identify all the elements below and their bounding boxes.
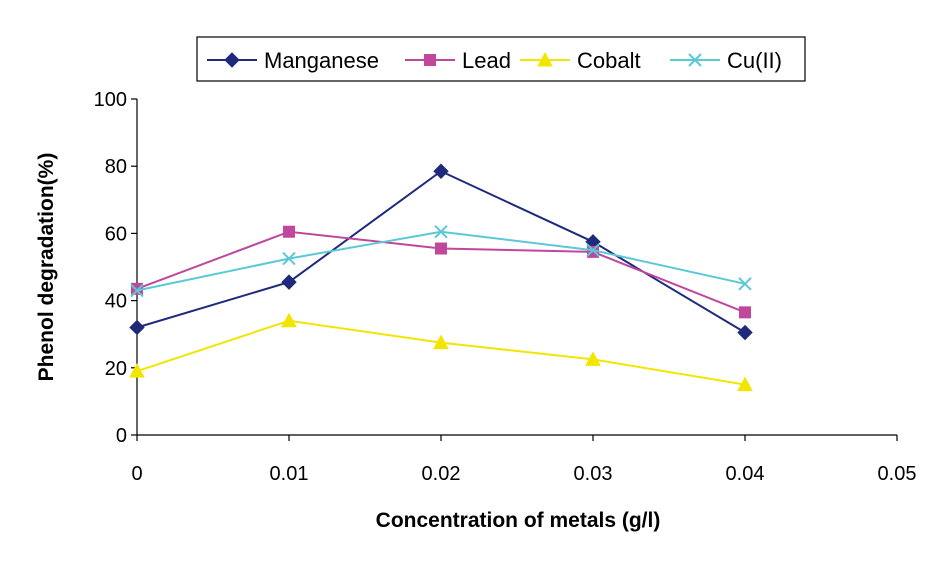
x-axis-title: Concentration of metals (g/l) — [376, 509, 661, 532]
legend-marker — [688, 53, 702, 67]
axes: 0 20 40 60 80 100 0 0.01 0.02 0.03 0.04 0.05 — [94, 89, 917, 485]
data-point-cobalt — [129, 363, 145, 378]
x-tick-label: 0.02 — [422, 463, 461, 485]
data-point-cobalt — [737, 376, 753, 392]
legend-label: Cobalt — [577, 48, 641, 73]
legend-marker — [224, 52, 240, 68]
y-tick-label: 40 — [105, 291, 127, 313]
x-tick-label: 0 — [131, 463, 142, 485]
y-tick-label: 80 — [105, 156, 127, 178]
data-point-cobalt — [585, 351, 601, 366]
data-point-cobalt — [433, 334, 449, 350]
data-point-manganese — [737, 324, 753, 341]
data-point-lead — [283, 225, 295, 238]
x-tick-label: 0.04 — [726, 463, 765, 485]
series-line-cobalt — [136, 319, 746, 386]
y-axis-title: Phenol degradation(%) — [35, 153, 58, 382]
legend-item-cu-ii: Cu(II) — [670, 48, 782, 73]
legend-marker — [424, 54, 436, 66]
legend-marker — [537, 51, 553, 67]
y-tick-label: 60 — [105, 223, 127, 245]
legend: Manganese Lead Cobalt Cu(II) — [196, 36, 806, 82]
series-cu-ii — [130, 225, 752, 298]
data-point-manganese — [129, 319, 145, 336]
series-layer — [129, 163, 753, 392]
data-point-cobalt — [281, 312, 297, 328]
series-cobalt — [129, 312, 753, 392]
data-point-manganese — [281, 274, 297, 290]
data-point-cu-ii — [434, 225, 448, 239]
legend-label: Cu(II) — [727, 48, 782, 73]
y-tick-label: 100 — [94, 89, 127, 111]
data-point-lead — [739, 306, 751, 319]
legend-item-manganese: Manganese — [207, 48, 379, 73]
y-tick-label: 20 — [105, 358, 127, 380]
data-point-cu-ii — [738, 277, 752, 291]
data-point-cu-ii — [586, 243, 600, 257]
x-tick-label: 0.01 — [270, 463, 309, 485]
x-tick-label: 0.05 — [878, 463, 917, 485]
legend-label: Manganese — [264, 48, 379, 73]
data-point-lead — [435, 242, 447, 255]
data-point-cu-ii — [130, 283, 144, 298]
y-tick-label: 0 — [116, 425, 127, 447]
series-lead — [131, 225, 751, 319]
legend-label: Lead — [462, 48, 511, 73]
legend-item-lead: Lead — [405, 48, 511, 73]
legend-item-cobalt: Cobalt — [520, 48, 641, 73]
x-tick-label: 0.03 — [574, 463, 613, 485]
data-point-cu-ii — [282, 251, 296, 266]
data-point-manganese — [433, 163, 449, 179]
series-line-cu-ii — [136, 230, 746, 292]
